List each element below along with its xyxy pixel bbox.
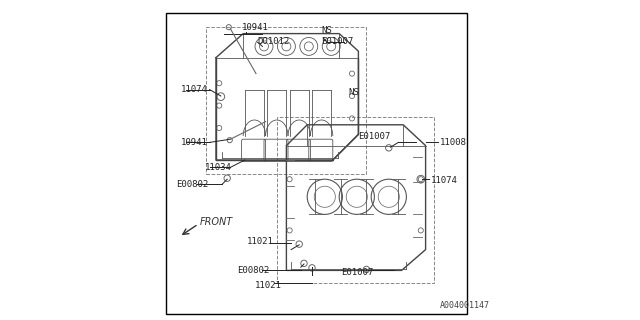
- Bar: [277, 117, 434, 283]
- Bar: [206, 27, 366, 174]
- Text: E01007: E01007: [340, 268, 373, 277]
- Text: 11021: 11021: [254, 281, 281, 290]
- Text: 11074: 11074: [430, 176, 457, 185]
- Text: NS: NS: [349, 88, 360, 97]
- Text: FRONT: FRONT: [200, 217, 233, 228]
- Text: 11034: 11034: [205, 163, 232, 172]
- Text: D01012: D01012: [258, 37, 290, 46]
- Text: E00802: E00802: [237, 266, 269, 275]
- Text: E01007: E01007: [358, 132, 390, 140]
- Text: 10941: 10941: [181, 138, 207, 147]
- Text: E00802: E00802: [176, 180, 208, 188]
- Text: E01007: E01007: [322, 37, 354, 46]
- Text: 10941: 10941: [242, 23, 268, 32]
- Text: 11021: 11021: [246, 237, 273, 246]
- Text: NS: NS: [322, 26, 332, 35]
- Text: 11008: 11008: [440, 138, 467, 147]
- Text: 11074: 11074: [181, 85, 207, 94]
- Text: A004001147: A004001147: [440, 301, 490, 310]
